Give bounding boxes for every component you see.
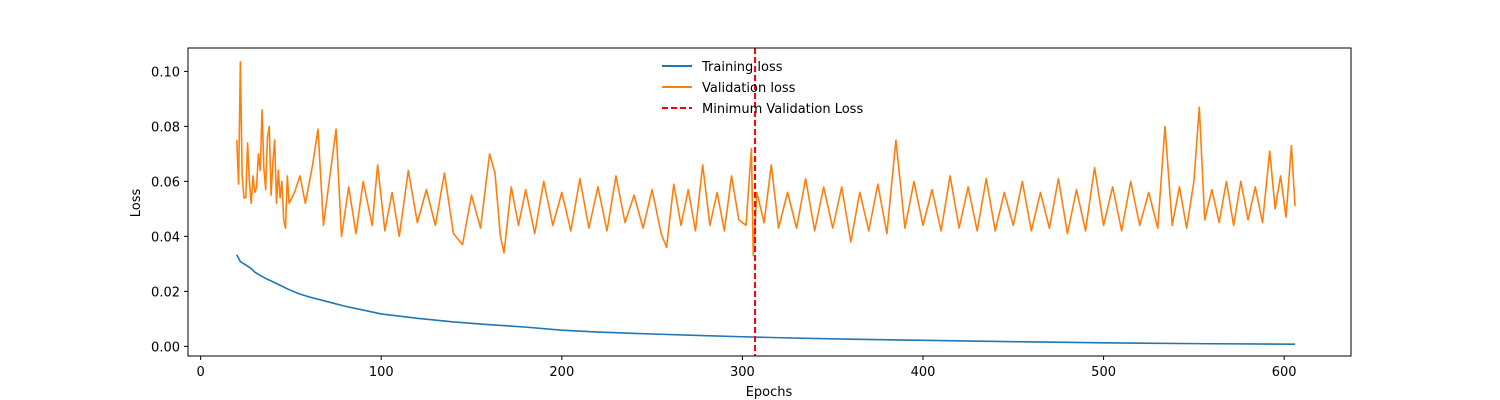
y-axis-title: Loss [129,189,144,218]
y-axis: 0.00 0.02 0.04 0.06 0.08 0.10 [151,65,188,355]
legend: Training loss Validation loss Minimum Va… [662,60,863,117]
y-tick-label: 0.00 [151,340,180,355]
legend-label-validation-loss: Validation loss [702,81,796,96]
plot-area [235,48,1296,356]
x-axis: 0 100 200 300 400 500 600 [197,356,1297,380]
x-tick-label: 100 [369,365,394,380]
x-tick-label: 200 [549,365,574,380]
y-tick-label: 0.02 [151,285,180,300]
y-tick-label: 0.04 [151,230,180,245]
y-tick-label: 0.08 [151,120,180,135]
axes-frame [187,47,1352,357]
x-tick-label: 0 [197,365,205,380]
legend-label-training-loss: Training loss [701,60,783,75]
x-tick-label: 600 [1272,365,1297,380]
x-axis-title: Epochs [746,385,793,400]
x-tick-label: 300 [730,365,755,380]
x-tick-label: 400 [911,365,936,380]
y-tick-label: 0.06 [151,175,180,190]
legend-label-minimum-validation-loss: Minimum Validation Loss [702,102,863,117]
x-tick-label: 500 [1091,365,1116,380]
series-line-validation-loss [235,60,1296,257]
series-line-training-loss [236,254,1296,345]
y-tick-label: 0.10 [151,65,180,80]
